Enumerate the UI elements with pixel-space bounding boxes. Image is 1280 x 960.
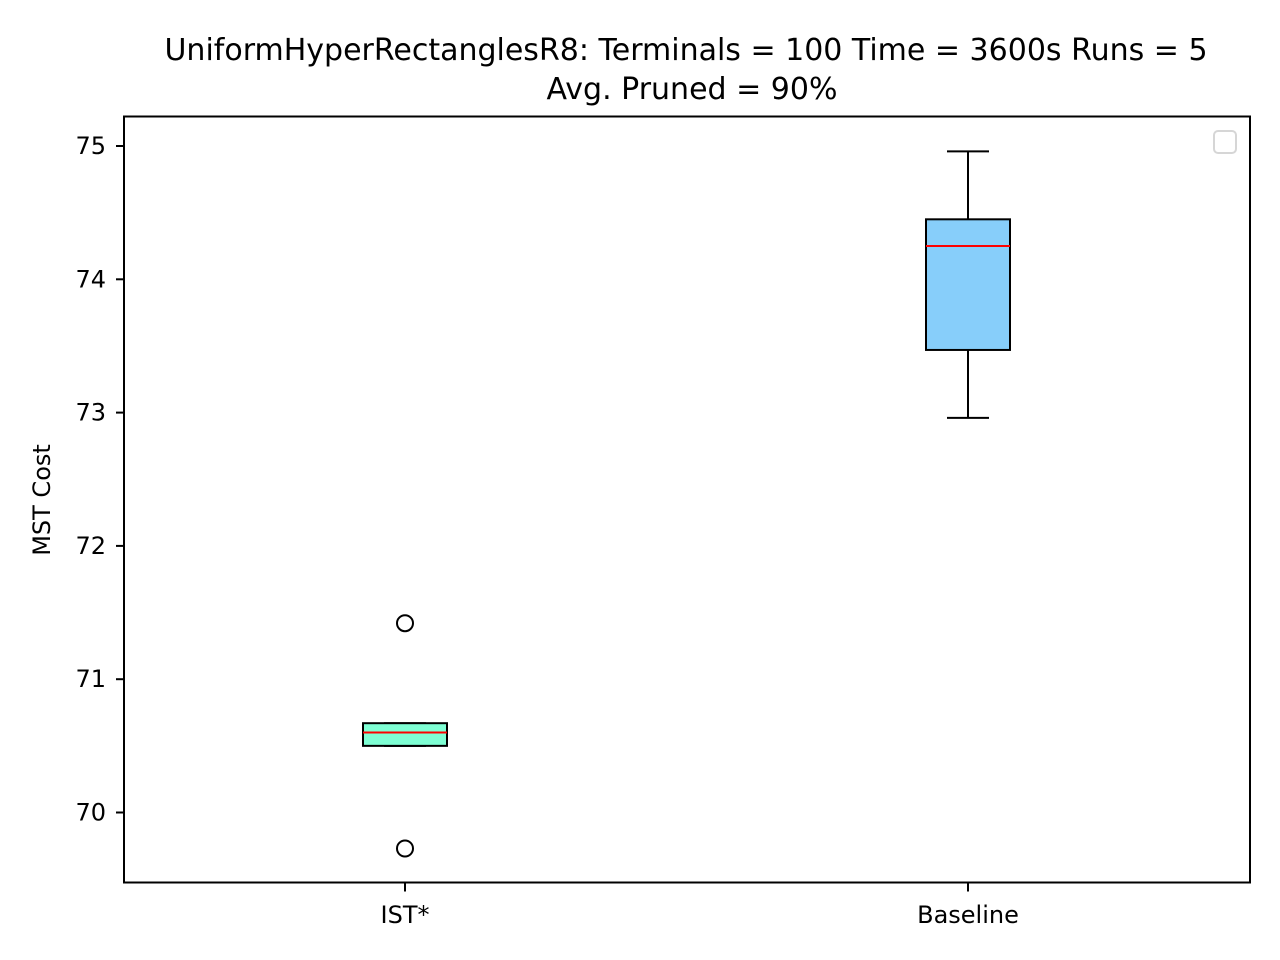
box-series <box>362 150 1011 858</box>
box-body <box>362 722 448 747</box>
y-tick-label: 73 <box>75 399 106 427</box>
outlier-point <box>396 839 414 858</box>
outlier-point <box>396 614 414 633</box>
y-tick-label: 70 <box>75 799 106 827</box>
x-axis-ticks: IST* Baseline <box>381 882 1019 929</box>
y-axis-ticks: 70 71 72 73 74 75 <box>75 132 124 827</box>
x-tick-label: Baseline <box>917 901 1019 929</box>
box-baseline <box>925 150 1011 419</box>
box-ist <box>362 614 448 858</box>
x-tick-label: IST* <box>381 901 430 929</box>
chart-title-line-2: Avg. Pruned = 90% <box>547 72 838 107</box>
y-tick-label: 74 <box>75 265 106 293</box>
y-tick-label: 72 <box>75 532 106 560</box>
box-body <box>925 218 1011 351</box>
y-axis-label: MST Cost <box>28 444 56 556</box>
legend-box <box>1213 130 1237 154</box>
chart-title-line-1: UniformHyperRectanglesR8: Terminals = 10… <box>164 33 1207 68</box>
y-tick-label: 75 <box>75 132 106 160</box>
plot-frame <box>123 115 1251 884</box>
y-tick-label: 71 <box>75 665 106 693</box>
